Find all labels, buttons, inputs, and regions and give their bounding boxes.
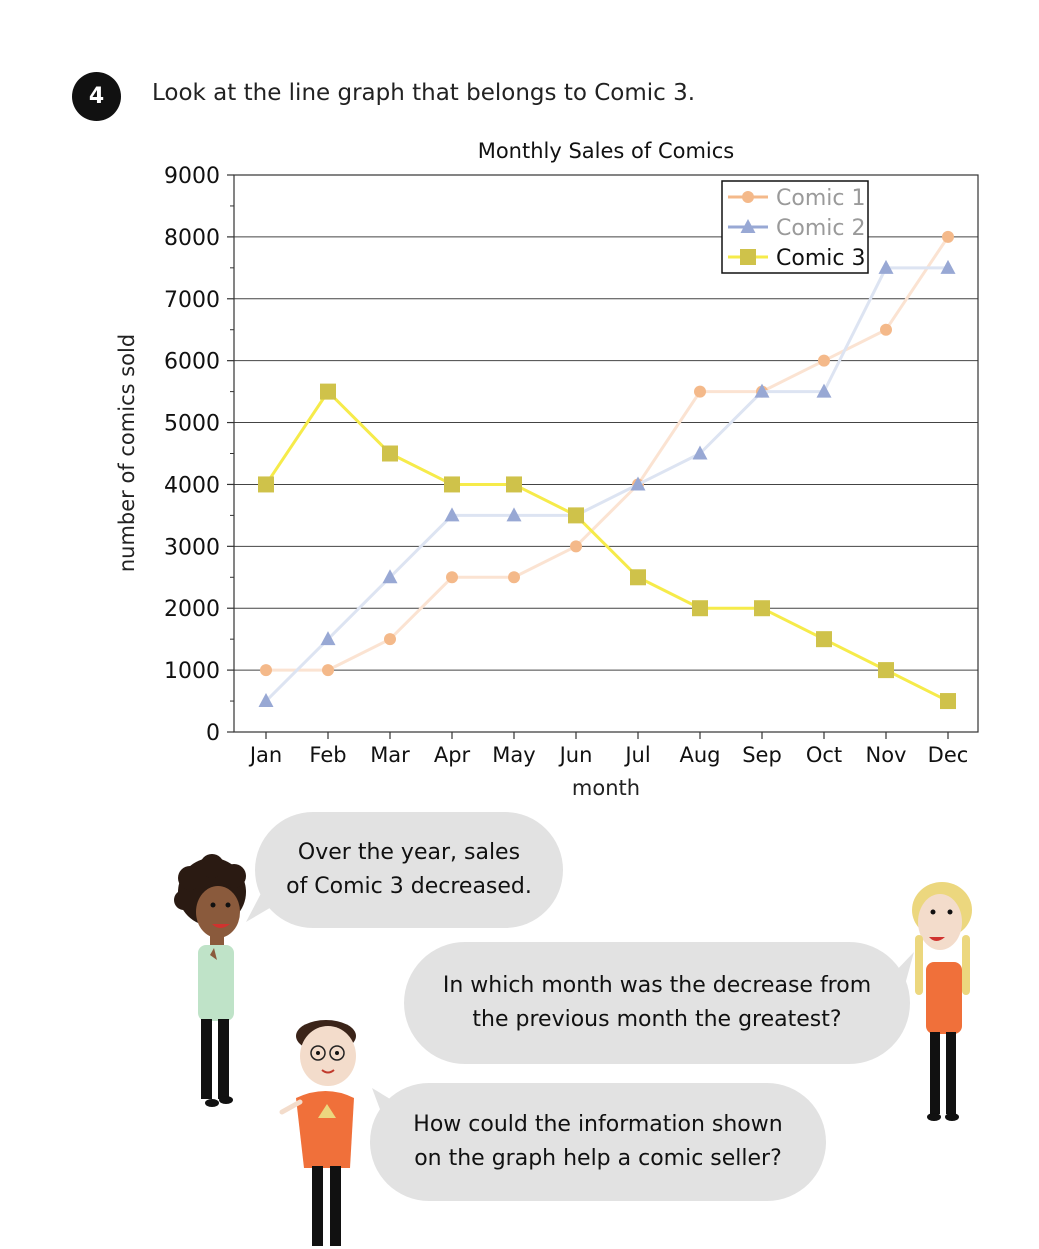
legend-swatch-marker <box>740 219 756 233</box>
data-point <box>444 507 460 522</box>
speech-bubble-3: How could the information shown on the g… <box>370 1083 826 1201</box>
x-axis: Jan Feb Mar Apr May Jun Jul Aug Sep Oct Nov Dec <box>248 732 969 767</box>
y-tick-label: 5000 <box>164 412 220 437</box>
data-point <box>878 662 894 679</box>
y-tick-label: 6000 <box>164 350 220 375</box>
x-tick-label: Apr <box>434 743 471 767</box>
data-point <box>258 693 274 708</box>
speech-bubble-2: In which month was the decrease from the… <box>404 942 910 1064</box>
legend-item: Comic 3 <box>728 246 865 271</box>
legend-swatch-marker <box>740 249 756 265</box>
data-point <box>320 631 336 646</box>
data-point <box>320 383 336 400</box>
x-tick-label: Jul <box>623 743 650 767</box>
y-tick-label: 3000 <box>164 535 220 560</box>
series-3 <box>258 383 956 710</box>
legend-item: Comic 2 <box>728 216 865 241</box>
x-tick-label: Oct <box>806 743 842 767</box>
data-point <box>816 383 832 398</box>
data-point <box>754 383 770 398</box>
x-tick-label: Jan <box>248 743 282 767</box>
y-tick-label: 4000 <box>164 473 220 498</box>
x-tick-label: Nov <box>866 743 907 767</box>
legend-label: Comic 1 <box>776 186 865 211</box>
speech-tail-1 <box>246 880 292 922</box>
data-point <box>444 476 460 493</box>
series-line <box>264 266 948 703</box>
speech-text-3: How could the information shown on the g… <box>413 1112 783 1171</box>
data-point <box>940 693 956 710</box>
x-tick-label: Sep <box>742 743 782 767</box>
data-point <box>382 445 398 462</box>
x-tick-label: Dec <box>928 743 969 767</box>
data-point <box>816 631 832 648</box>
data-point <box>570 540 582 553</box>
data-point <box>940 259 956 274</box>
y-tick-label: 9000 <box>164 164 220 189</box>
series-line <box>266 236 950 672</box>
series-line <box>264 390 949 703</box>
legend-label: Comic 2 <box>776 216 865 241</box>
data-point <box>692 445 708 460</box>
data-point <box>692 600 708 617</box>
data-point <box>568 507 584 524</box>
x-tick-label: May <box>492 743 535 767</box>
x-tick-label: Jun <box>558 743 593 767</box>
legend-label: Comic 3 <box>776 246 865 271</box>
data-point <box>446 571 458 584</box>
x-tick-label: Mar <box>370 743 410 767</box>
speech-text-1: Over the year, sales of Comic 3 decrease… <box>286 840 532 899</box>
data-point <box>878 259 894 274</box>
chart-series <box>258 230 956 710</box>
speech-text-2: In which month was the decrease from the… <box>442 973 872 1032</box>
line-chart: Monthly Sales of Comics 0 1000 2000 3000 400… <box>115 139 979 800</box>
data-point <box>880 323 892 336</box>
y-tick-label: 7000 <box>164 288 220 313</box>
data-point <box>260 664 272 677</box>
data-point <box>754 600 770 617</box>
x-axis-label: month <box>572 776 640 800</box>
data-point <box>322 664 334 677</box>
data-point <box>506 507 522 522</box>
data-point <box>258 476 274 493</box>
chart-title: Monthly Sales of Comics <box>478 139 735 163</box>
x-tick-label: Feb <box>309 743 346 767</box>
y-tick-label: 8000 <box>164 226 220 251</box>
data-point <box>384 633 396 646</box>
speech-bubble-1: Over the year, sales of Comic 3 decrease… <box>255 812 563 928</box>
data-point <box>630 569 646 586</box>
question-prompt: Look at the line graph that belongs to C… <box>152 80 696 106</box>
chart-legend: Comic 1 Comic 2 Comic 3 <box>721 180 869 274</box>
character-with-glasses <box>279 1020 356 1246</box>
y-tick-label: 1000 <box>164 659 220 684</box>
speech-tail-3 <box>372 1088 405 1120</box>
y-tick-label: 0 <box>206 721 220 746</box>
character-blonde-plaits <box>912 882 972 1121</box>
question-number: 4 <box>88 84 105 109</box>
question-number-badge: 4 <box>72 72 121 121</box>
data-point <box>508 571 520 584</box>
character-curly-hair <box>174 854 246 1107</box>
data-point <box>630 476 646 491</box>
y-axis: 0 1000 2000 3000 4000 5000 6000 7000 8000 9000 <box>164 164 234 746</box>
legend-swatch-marker <box>742 191 754 203</box>
x-tick-label: Aug <box>679 743 720 767</box>
speech-tail-2 <box>892 952 914 1010</box>
data-point <box>818 354 830 367</box>
legend-item: Comic 1 <box>728 186 865 211</box>
data-point <box>382 569 398 584</box>
y-tick-label: 2000 <box>164 597 220 622</box>
data-point <box>942 230 954 243</box>
y-axis-label: number of comics sold <box>115 334 139 572</box>
data-point <box>694 385 706 398</box>
data-point <box>506 476 522 493</box>
